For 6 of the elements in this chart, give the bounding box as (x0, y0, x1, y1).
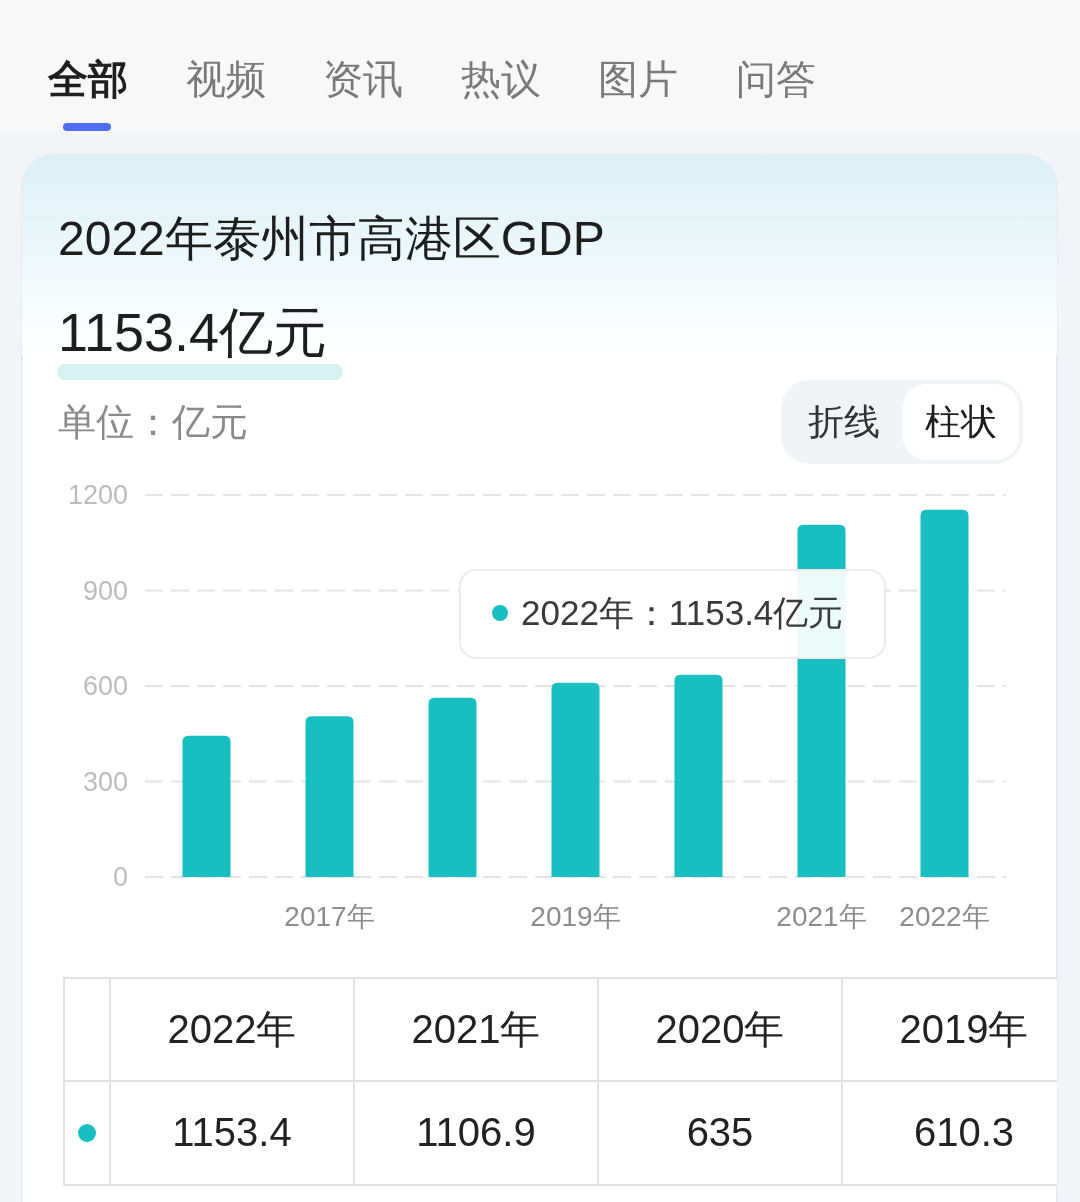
tooltip-text: 2022年：1153.4亿元 (521, 592, 844, 632)
subtitle: 1153.4亿元 (58, 302, 328, 362)
ylabel: 单位：亿元 (58, 401, 248, 443)
label-line-view: 折线 (808, 400, 880, 442)
title: 2022年泰州市高港区GDP (58, 211, 605, 265)
label-bar-view: 柱状 (925, 400, 997, 442)
